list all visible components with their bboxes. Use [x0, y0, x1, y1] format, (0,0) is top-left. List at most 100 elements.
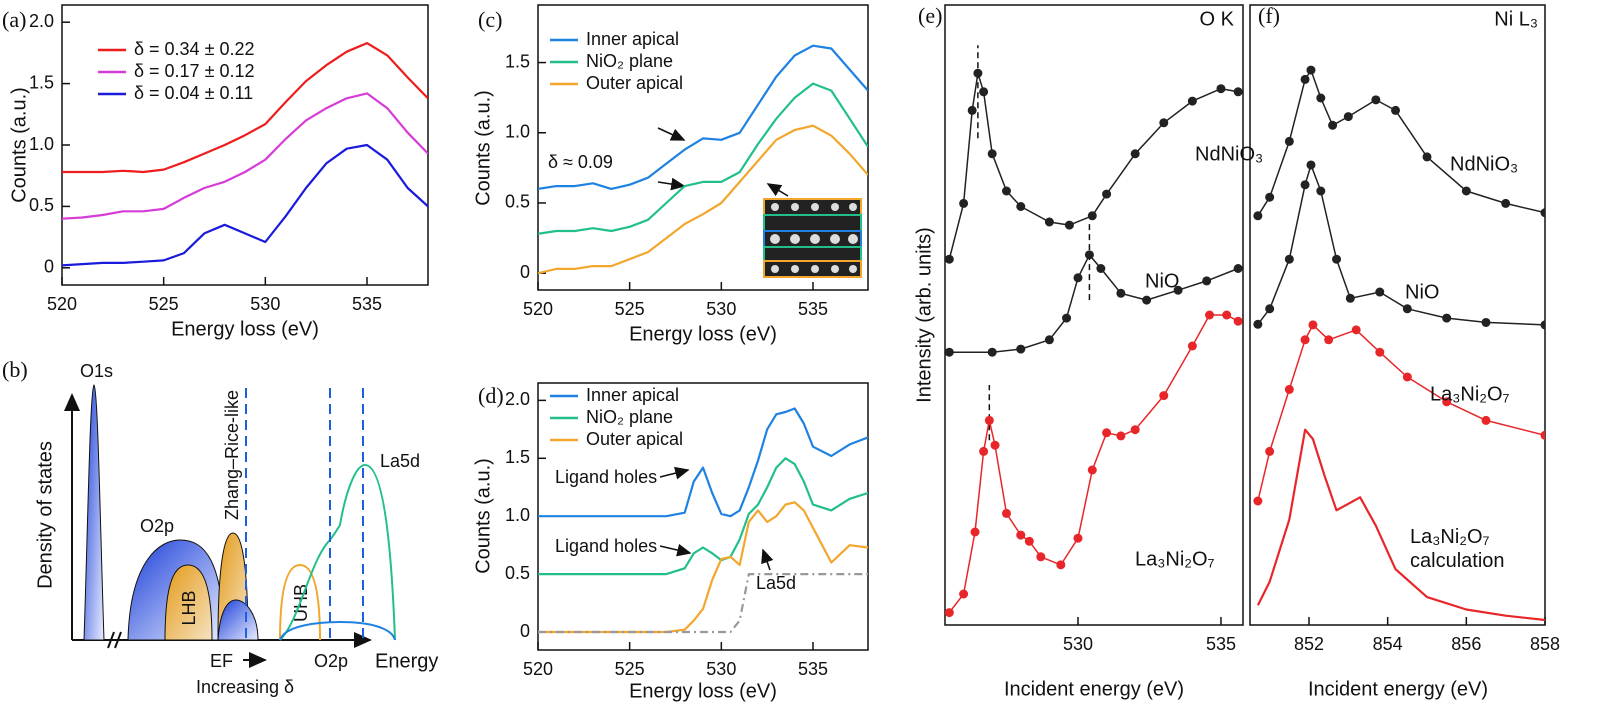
data-point [1001, 508, 1011, 518]
data-point [1481, 317, 1491, 327]
x-label: Energy [375, 650, 438, 672]
data-point [1328, 120, 1338, 130]
series-label-text: La₃Ni₂O₇ calculation [1410, 526, 1505, 572]
data-point [1073, 273, 1083, 283]
x-tick-label: 856 [1451, 634, 1481, 654]
la5d-band [279, 463, 396, 641]
data-point [1216, 84, 1226, 94]
data-point [1253, 319, 1263, 329]
data-point [1351, 325, 1361, 335]
data-point [1233, 316, 1243, 326]
y-tick-label: 0 [44, 257, 54, 277]
data-point [1461, 186, 1471, 196]
y-tick-label: 1.0 [505, 505, 530, 525]
data-point [1284, 384, 1294, 394]
data-point [1391, 105, 1401, 115]
data-point [1300, 74, 1310, 84]
y-label: Counts (a.u.) [8, 87, 30, 203]
data-point [973, 68, 983, 78]
data-point [1402, 304, 1412, 314]
data-point [1222, 310, 1232, 320]
data-point [1540, 430, 1545, 440]
plot-frame [944, 4, 1244, 626]
data-point [1116, 431, 1126, 441]
y-tick-label: 1.0 [505, 122, 530, 142]
series-line [538, 124, 868, 275]
annotation: La5d [756, 573, 796, 593]
x-tick-label: 530 [706, 299, 736, 319]
legend-label: δ = 0.04 ± 0.11 [134, 83, 253, 103]
x-tick-label: 520 [523, 659, 553, 679]
data-point [1300, 180, 1310, 190]
y-label: Density of states [34, 441, 56, 589]
data-point [1375, 287, 1385, 297]
corner-label: O K [1200, 8, 1235, 30]
series-line [62, 92, 428, 220]
data-point [1233, 264, 1243, 273]
series-line [538, 407, 868, 518]
data-point [979, 446, 989, 456]
data-point [1442, 313, 1452, 323]
data-point [1001, 186, 1011, 196]
series-line [538, 501, 868, 634]
data-point [1130, 425, 1140, 435]
data-point [945, 254, 954, 264]
data-point [1265, 446, 1275, 456]
x-tick-label: 525 [615, 299, 645, 319]
x-tick-label: 525 [149, 294, 179, 314]
y-tick-label: 1.5 [29, 72, 54, 92]
legend-label: Outer apical [586, 73, 683, 93]
data-point [1306, 65, 1316, 75]
arrow [657, 177, 686, 191]
lhb-band [164, 564, 213, 641]
series-group [62, 42, 428, 267]
arrow [761, 548, 774, 571]
x-tick-label: 520 [47, 294, 77, 314]
panel-label: (c) [478, 7, 502, 32]
y-tick-label: 0.5 [29, 195, 54, 215]
series-line [538, 82, 868, 235]
zr-inner [217, 599, 259, 641]
panel-label: (f) [1258, 3, 1280, 28]
data-point [1324, 335, 1334, 345]
x-tick-label: 535 [798, 659, 828, 679]
x-tick-label: 852 [1294, 634, 1324, 654]
legend-label: δ = 0.34 ± 0.22 [134, 39, 254, 59]
series-label: La₃Ni₂O₇ [1430, 383, 1510, 405]
x-tick-label: 530 [706, 659, 736, 679]
data-point [1130, 149, 1140, 159]
x-label: Incident energy (eV) [1308, 678, 1488, 700]
panel-label: (d) [478, 383, 504, 408]
data-point [1102, 189, 1112, 199]
annotation: Ligand holes [555, 536, 657, 556]
data-point [1265, 304, 1275, 314]
y-label: Counts (a.u.) [472, 90, 494, 206]
data-point [1064, 220, 1074, 230]
y-tick-label: 2.0 [505, 389, 530, 409]
data-point [1316, 93, 1326, 103]
label: O2p [140, 516, 174, 536]
data-point [1087, 465, 1097, 475]
data-point [1187, 341, 1197, 351]
axis-break [107, 631, 122, 649]
series-group [945, 68, 1243, 618]
data-point [987, 347, 997, 357]
corner-label: Ni L₃ [1494, 8, 1538, 30]
plot-frame [1249, 4, 1546, 626]
data-point [1284, 254, 1294, 264]
series-line [1257, 69, 1545, 217]
series-label: NiO [1405, 281, 1439, 303]
series-line [62, 42, 428, 174]
data-point [1300, 335, 1310, 345]
inset-image [763, 198, 862, 278]
data-point [959, 198, 969, 208]
data-point [945, 347, 954, 357]
annotation: Ligand holes [555, 467, 657, 487]
x-label: Incident energy (eV) [1004, 678, 1184, 700]
x-tick-label: 858 [1530, 634, 1560, 654]
data-point [1422, 152, 1432, 162]
y-label: Intensity (arb. units) [913, 227, 935, 403]
data-point [970, 527, 980, 537]
label: O2p [314, 651, 348, 671]
